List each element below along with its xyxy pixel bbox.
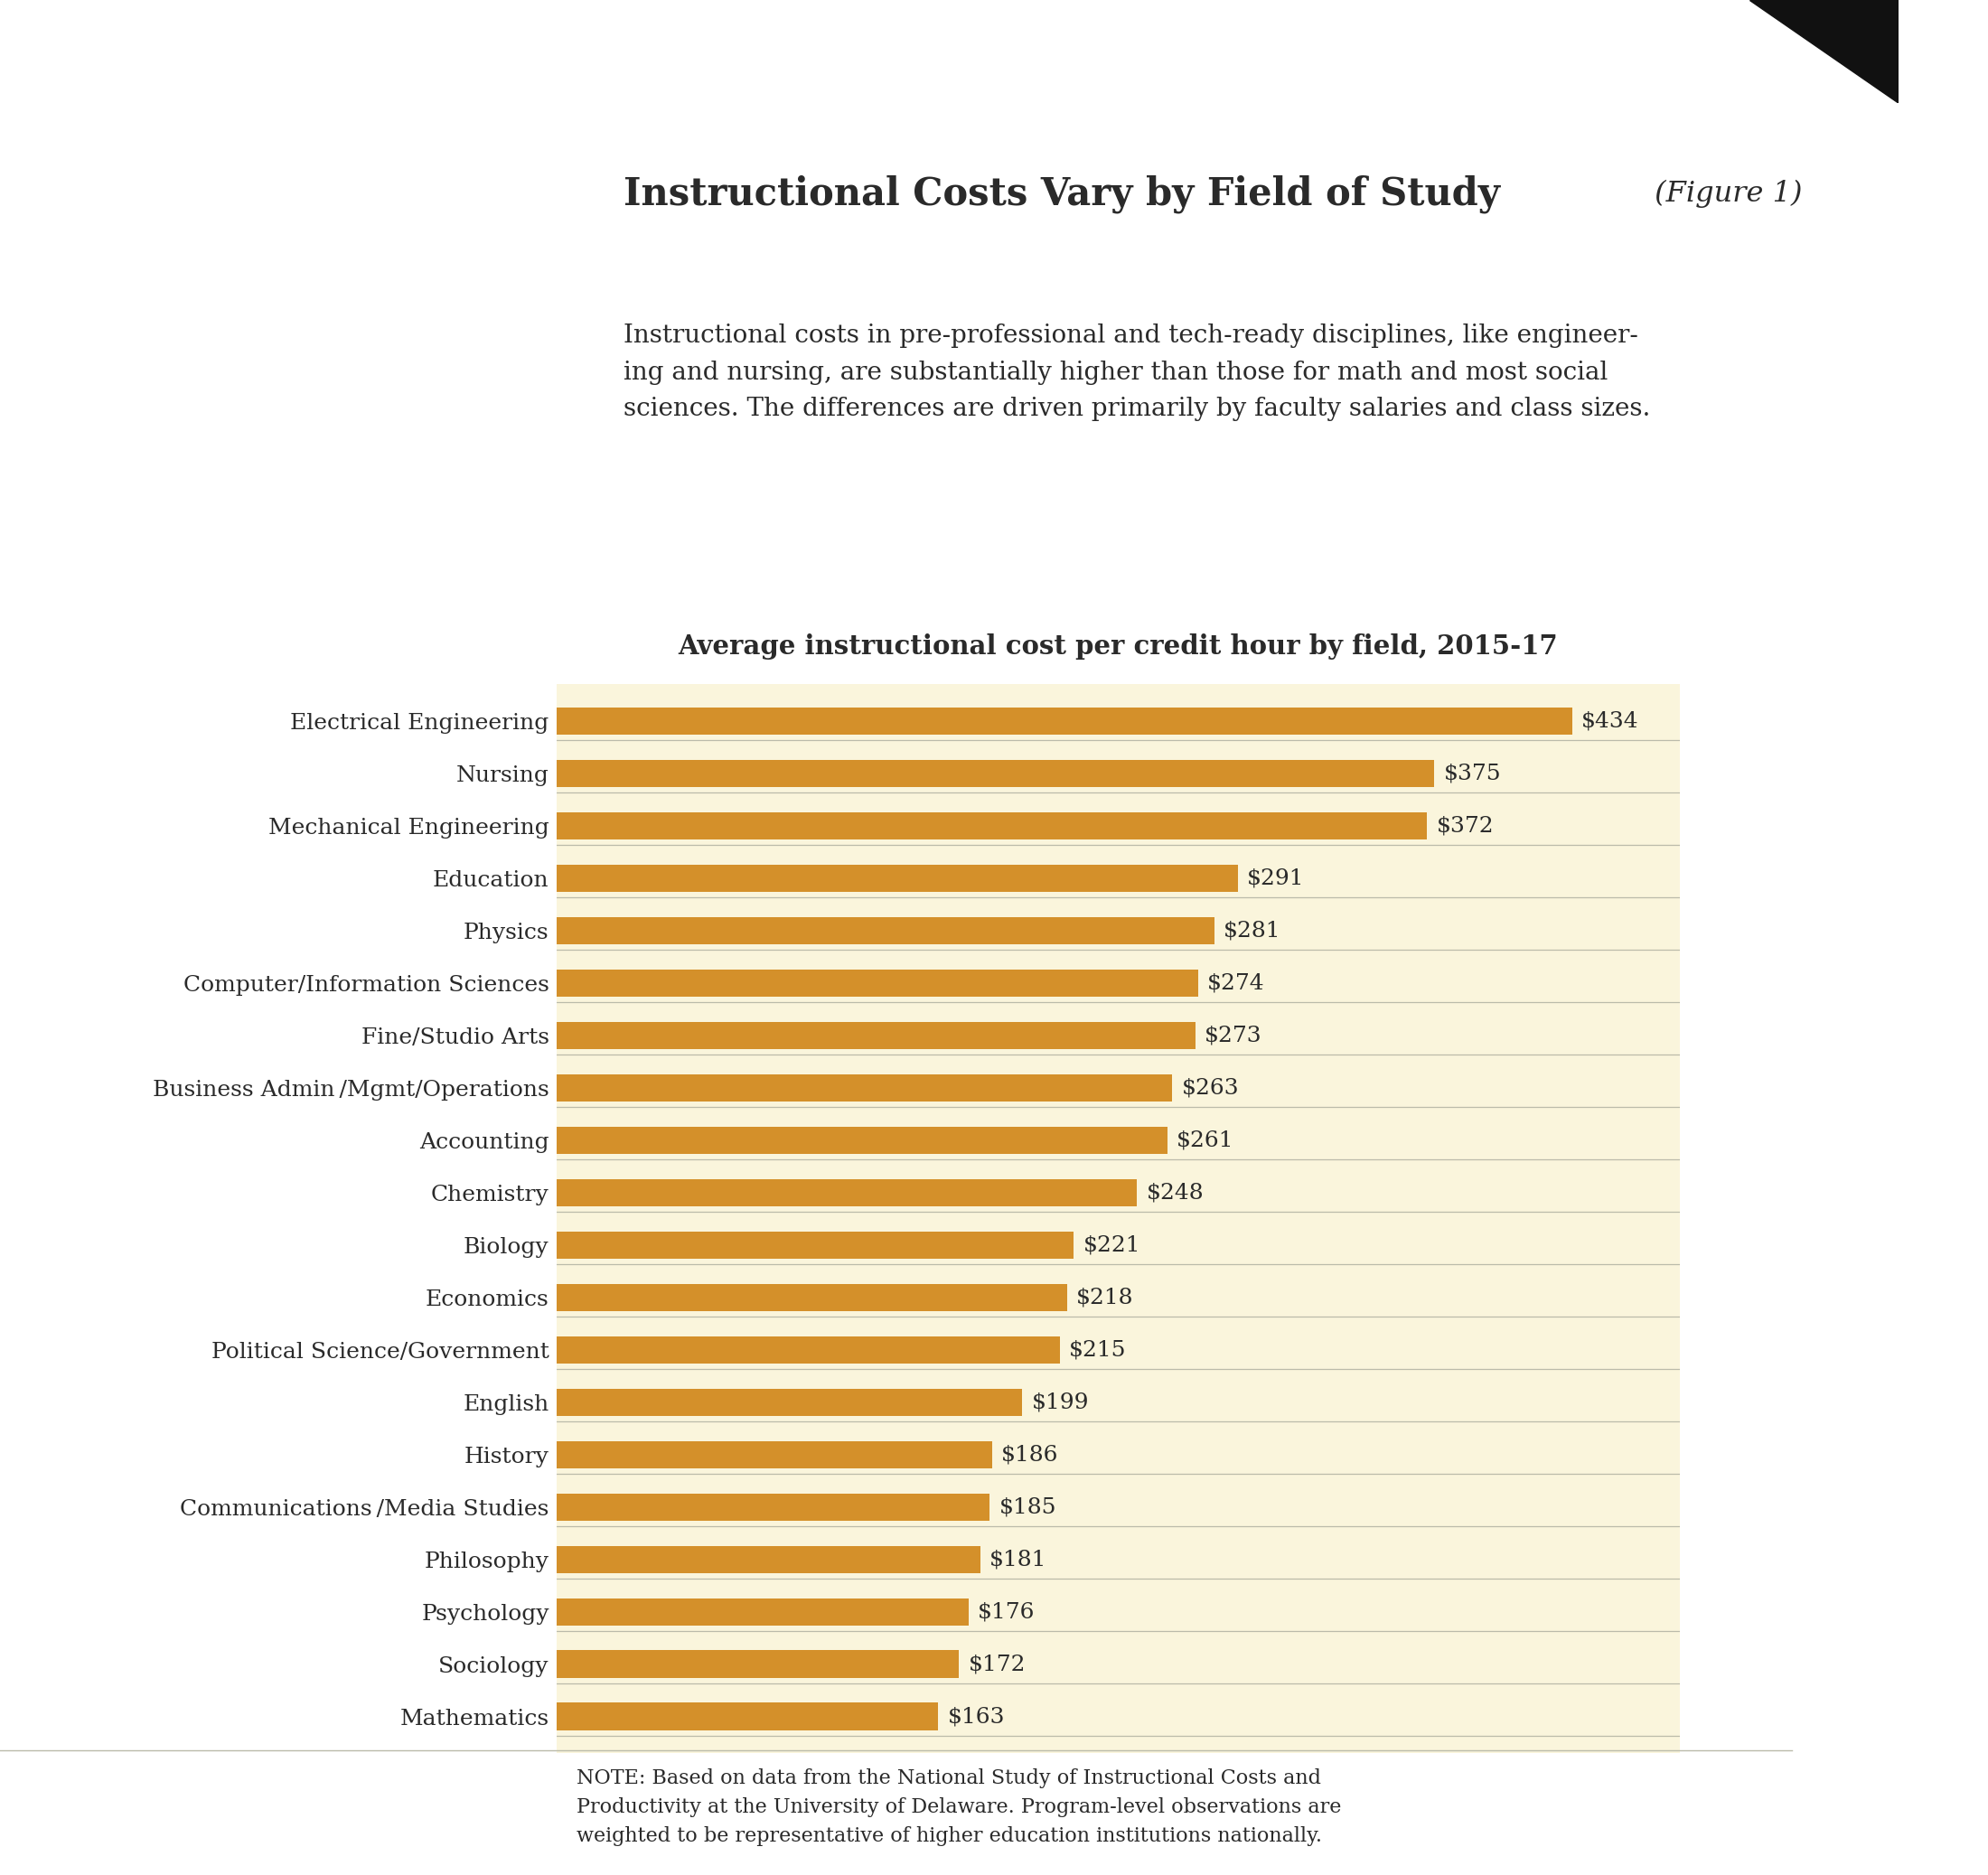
Bar bbox=[557, 1703, 938, 1731]
Bar bbox=[557, 1022, 1195, 1048]
Bar bbox=[557, 1232, 1074, 1258]
Bar bbox=[557, 1492, 990, 1521]
Text: $215: $215 bbox=[1070, 1339, 1127, 1359]
Bar bbox=[557, 969, 1199, 998]
Text: Average instructional cost per credit hour by field, 2015-17: Average instructional cost per credit ho… bbox=[678, 634, 1559, 660]
Text: $248: $248 bbox=[1147, 1181, 1205, 1204]
Text: $186: $186 bbox=[1002, 1444, 1060, 1464]
Text: $273: $273 bbox=[1205, 1026, 1262, 1046]
Text: $274: $274 bbox=[1207, 973, 1264, 994]
Bar bbox=[557, 1545, 980, 1573]
Bar bbox=[557, 1074, 1173, 1101]
Text: $163: $163 bbox=[948, 1706, 1004, 1727]
Text: $185: $185 bbox=[998, 1496, 1056, 1517]
Text: $261: $261 bbox=[1177, 1131, 1235, 1151]
Bar bbox=[557, 1127, 1167, 1153]
Text: $176: $176 bbox=[978, 1601, 1036, 1622]
Text: $181: $181 bbox=[990, 1549, 1048, 1569]
Text: (Figure 1): (Figure 1) bbox=[1646, 180, 1801, 208]
Text: $375: $375 bbox=[1443, 763, 1501, 784]
Bar bbox=[557, 864, 1239, 892]
Text: Instructional costs in pre-professional and tech-ready disciplines, like enginee: Instructional costs in pre-professional … bbox=[622, 324, 1650, 422]
Polygon shape bbox=[1749, 0, 1899, 103]
Bar bbox=[557, 1179, 1137, 1206]
Bar bbox=[557, 759, 1433, 787]
Text: $372: $372 bbox=[1437, 816, 1495, 836]
Bar bbox=[557, 1440, 992, 1468]
Bar bbox=[557, 1598, 968, 1626]
Text: $221: $221 bbox=[1083, 1234, 1141, 1256]
Text: $281: $281 bbox=[1223, 921, 1280, 941]
Text: NOTE: Based on data from the National Study of Instructional Costs and
Productiv: NOTE: Based on data from the National St… bbox=[577, 1768, 1342, 1847]
Text: $172: $172 bbox=[968, 1654, 1026, 1674]
Bar bbox=[557, 1284, 1068, 1311]
Bar bbox=[557, 707, 1573, 735]
Bar bbox=[557, 1650, 958, 1678]
Bar bbox=[557, 1337, 1060, 1363]
Bar bbox=[557, 812, 1427, 840]
Text: $291: $291 bbox=[1246, 868, 1304, 889]
Bar bbox=[557, 917, 1215, 945]
Text: $263: $263 bbox=[1181, 1078, 1239, 1099]
Text: $199: $199 bbox=[1032, 1391, 1089, 1412]
Text: Instructional Costs Vary by Field of Study: Instructional Costs Vary by Field of Stu… bbox=[622, 174, 1499, 214]
Text: $218: $218 bbox=[1076, 1286, 1133, 1307]
Bar bbox=[557, 1389, 1022, 1416]
Text: $434: $434 bbox=[1582, 711, 1638, 731]
